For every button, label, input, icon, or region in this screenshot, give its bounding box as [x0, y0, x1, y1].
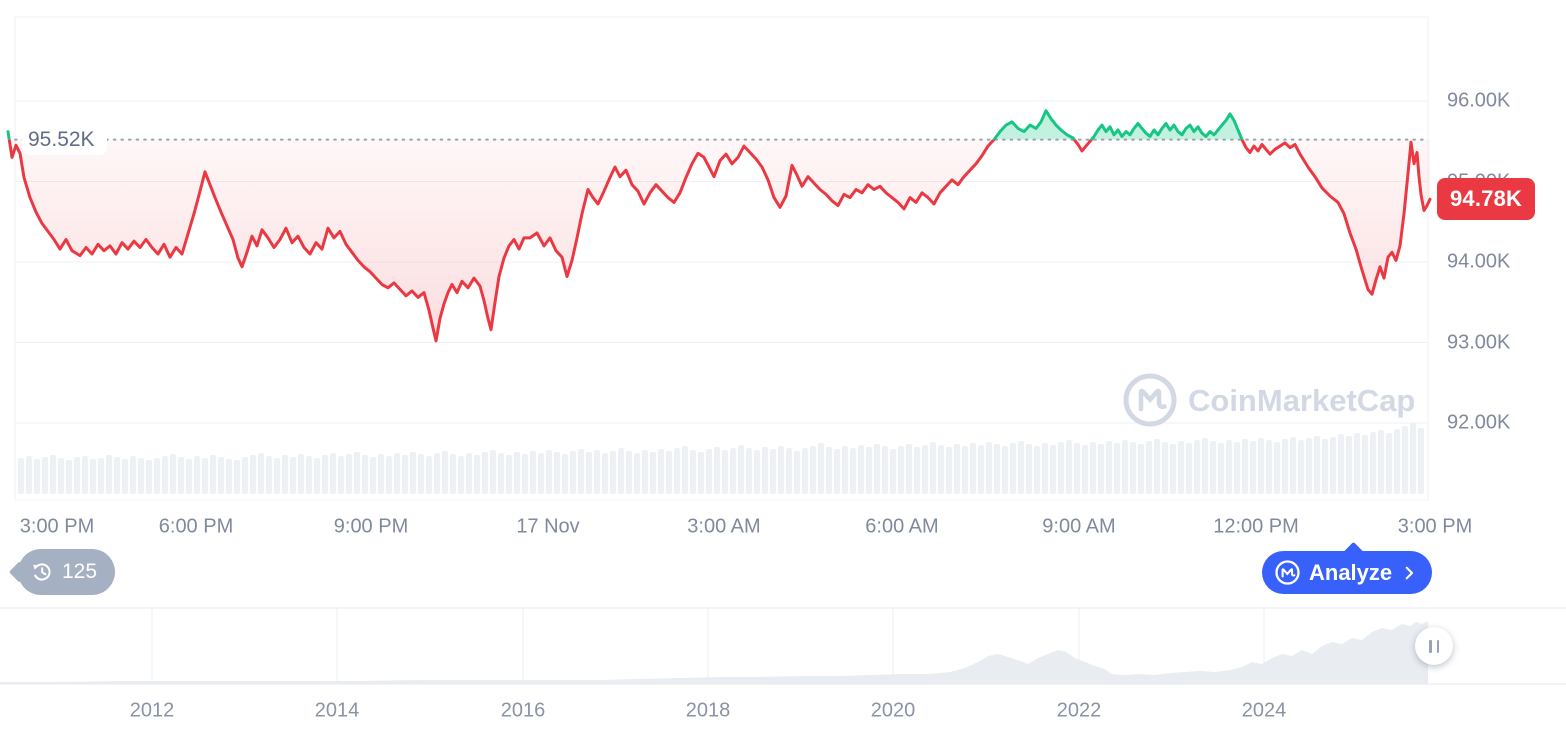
x-axis-label: 6:00 PM	[158, 515, 234, 538]
x-axis-label: 3:00 AM	[687, 515, 761, 538]
y-axis-label: 93.00K	[1447, 331, 1511, 354]
x-axis-label: 6:00 AM	[865, 515, 939, 538]
watermark-logo-m	[1138, 388, 1167, 412]
navigator-year-label: 2020	[870, 699, 916, 722]
watermark-logo-icon	[1123, 373, 1177, 427]
navigator-gridlines	[151, 608, 1265, 684]
coinmarketcap-logo-icon	[1275, 560, 1300, 585]
x-axis-label: 9:00 PM	[333, 515, 409, 538]
previous-close-label: 95.52K	[22, 125, 107, 155]
navigator-year-label: 2012	[129, 699, 175, 722]
y-axis-label: 92.00K	[1447, 411, 1511, 434]
gridlines	[14, 16, 1429, 501]
y-axis-label: 94.00K	[1447, 250, 1511, 273]
price-line-red	[7, 139, 1432, 343]
price-area-above-ref	[8, 110, 1243, 140]
navigator-year-label: 2014	[314, 699, 360, 722]
navigator-year-label: 2024	[1241, 699, 1287, 722]
drag-handle-icon	[1429, 639, 1432, 653]
drag-handle-icon	[1436, 639, 1439, 653]
history-badge[interactable]: 125	[18, 549, 116, 595]
x-axis-label: 12:00 PM	[1213, 515, 1299, 538]
coinmarketcap-watermark: CoinMarketCap	[1123, 373, 1415, 427]
price-area-below-ref	[8, 139, 1430, 341]
navigator-borders	[0, 607, 1566, 685]
x-axis-label: 3:00 PM	[19, 515, 95, 538]
chevron-right-icon	[1405, 566, 1414, 579]
y-axis-label: 96.00K	[1447, 89, 1511, 112]
navigator-year-label: 2018	[685, 699, 731, 722]
history-count: 125	[62, 560, 98, 583]
volume-bars	[18, 423, 1424, 494]
navigator[interactable]	[0, 607, 1566, 685]
x-axis-label: 3:00 PM	[1397, 515, 1473, 538]
analyze-label: Analyze	[1309, 559, 1393, 585]
navigator-year-label: 2016	[500, 699, 546, 722]
x-axis-label: 9:00 AM	[1042, 515, 1116, 538]
navigator-area[interactable]	[0, 621, 1428, 684]
navigator-handle[interactable]	[1415, 627, 1453, 665]
current-price-badge: 94.78K	[1437, 178, 1536, 220]
x-axis-label: 17 Nov	[516, 515, 580, 538]
watermark-text: CoinMarketCap	[1188, 383, 1415, 418]
price-line-green	[6, 109, 1244, 140]
history-clock-icon	[33, 563, 51, 581]
analyze-button[interactable]: Analyze	[1262, 551, 1433, 594]
navigator-year-label: 2022	[1056, 699, 1102, 722]
